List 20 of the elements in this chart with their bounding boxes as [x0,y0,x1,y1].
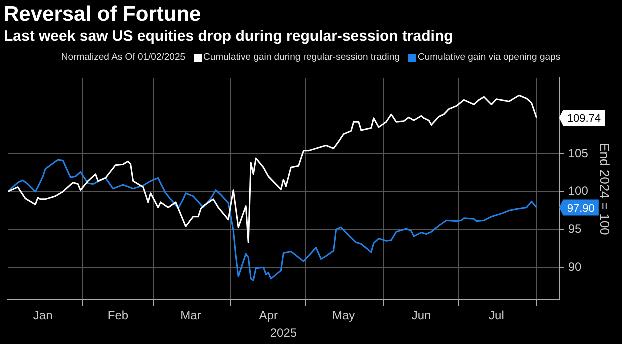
x-tick-label: Mar [180,308,202,323]
y-axis-title: End 2024 = 100 [598,143,613,236]
x-tick-label: May [332,308,356,323]
y-tick-label: 95 [568,222,582,236]
legend-label: Cumulative gain during regular-session trading [204,51,400,65]
y-tick-label: 100 [568,184,589,198]
chart-subtitle: Last week saw US equities drop during regular-session trading [4,27,454,47]
x-tick-label: Jan [33,308,53,323]
chart-title: Reversal of Fortune [4,3,202,27]
x-tick-label: Jun [412,308,432,323]
legend-label: Cumulative gain via opening gaps [418,51,561,65]
y-tick-label: 90 [568,260,582,274]
x-axis-title: 2025 [270,326,298,340]
y-tick-label: 105 [568,146,589,160]
x-tick-label: Jul [489,308,504,323]
x-tick-label: Apr [259,308,278,323]
annotation: 109.74 [567,113,602,126]
x-tick-label: Feb [108,308,129,323]
legend-title: Normalized As Of 01/02/2025 [61,51,186,65]
annotation: 97.90 [567,202,595,215]
